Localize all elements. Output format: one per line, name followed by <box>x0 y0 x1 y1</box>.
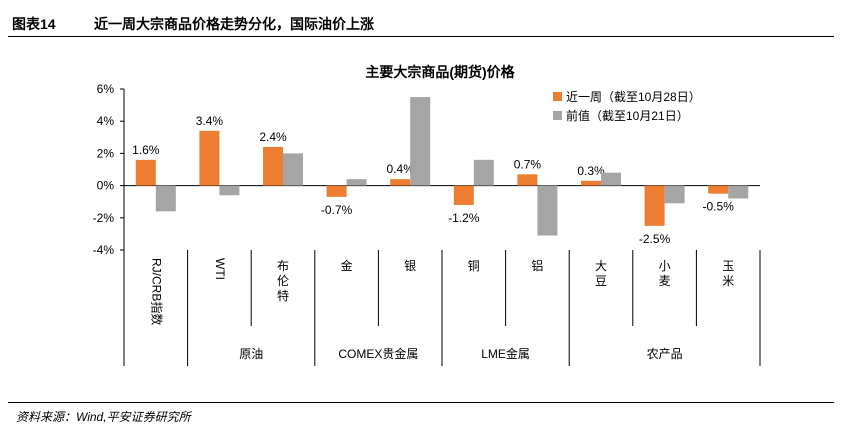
group-label: 原油 <box>239 347 263 361</box>
figure-footer: 资料来源：Wind,平安证券研究所 <box>8 402 834 424</box>
bar-current <box>199 130 220 186</box>
bar-previous <box>283 153 303 186</box>
bar-current <box>263 146 283 186</box>
legend-swatch <box>553 111 562 120</box>
chart-legend: 近一周（截至10月28日） 前值（截至10月21日） <box>553 90 701 123</box>
bar-current <box>644 185 665 226</box>
y-tick-label: 4% <box>97 114 115 128</box>
bar-current <box>517 174 538 186</box>
bar-previous <box>155 185 176 212</box>
group-label: COMEX贵金属 <box>338 346 418 361</box>
data-label: -0.7% <box>321 203 353 217</box>
bar-current <box>135 159 156 186</box>
y-tick-label: 6% <box>97 82 115 96</box>
chart-title: 主要大宗商品(期货)价格 <box>365 64 515 80</box>
figure-number: 图表14 <box>12 16 56 32</box>
group-label: LME金属 <box>481 346 530 361</box>
figure-header: 图表14 近一周大宗商品价格走势分化，国际油价上涨 <box>8 14 834 37</box>
bar-previous <box>410 97 431 186</box>
data-label: 0.4% <box>387 162 415 176</box>
y-tick-label: 0% <box>97 179 115 193</box>
category-label: 铜 <box>468 258 480 273</box>
figure-title: 近一周大宗商品价格走势分化，国际油价上涨 <box>94 16 374 32</box>
bar-previous <box>601 172 621 186</box>
bar-current <box>708 185 729 194</box>
legend-swatch <box>553 92 562 101</box>
y-tick-label: -4% <box>93 243 115 257</box>
bar-current <box>453 185 474 205</box>
category-label: WTI <box>213 258 227 280</box>
data-label: 0.7% <box>514 157 542 171</box>
bar-current <box>326 185 347 197</box>
category-label: 布伦特 <box>277 259 289 303</box>
y-tick-label: 2% <box>97 146 115 160</box>
source-note: 资料来源：Wind,平安证券研究所 <box>16 410 191 424</box>
bar-previous <box>537 185 558 236</box>
legend-label: 前值（截至10月21日） <box>566 108 689 123</box>
data-label: -1.2% <box>448 211 480 225</box>
category-label: 大豆 <box>595 259 607 288</box>
data-label: -0.5% <box>703 200 735 214</box>
category-label: RJ/CRB指数 <box>150 258 165 325</box>
category-label: 金 <box>341 258 353 273</box>
legend-label: 近一周（截至10月28日） <box>566 90 701 104</box>
bar-previous <box>473 159 494 186</box>
bar-previous <box>728 185 749 199</box>
data-label: 3.4% <box>196 114 224 128</box>
plot-area: -4% -2% 0% 2% 4% 6% 1.6% 3.4% 2.4% -0.7% 0.4% -1.2%… <box>93 82 761 366</box>
data-label: 2.4% <box>259 130 287 144</box>
group-label: 农产品 <box>647 347 683 361</box>
data-label: 0.3% <box>577 164 605 178</box>
data-label: -2.5% <box>639 232 671 246</box>
bar-previous <box>346 179 367 186</box>
category-label: 银 <box>404 259 416 273</box>
bar-current <box>390 179 411 186</box>
y-tick-label: -2% <box>93 211 115 225</box>
data-label: 1.6% <box>132 143 160 157</box>
category-label: 玉米 <box>722 259 734 288</box>
bar-chart: 主要大宗商品(期货)价格 近一周（截至10月28日） 前值（截至10月21日） -… <box>93 64 761 366</box>
bar-previous <box>219 185 240 196</box>
bar-previous <box>664 185 685 204</box>
category-label: 小麦 <box>659 259 671 288</box>
bar-current <box>581 180 601 186</box>
category-label: 铝 <box>531 258 543 273</box>
